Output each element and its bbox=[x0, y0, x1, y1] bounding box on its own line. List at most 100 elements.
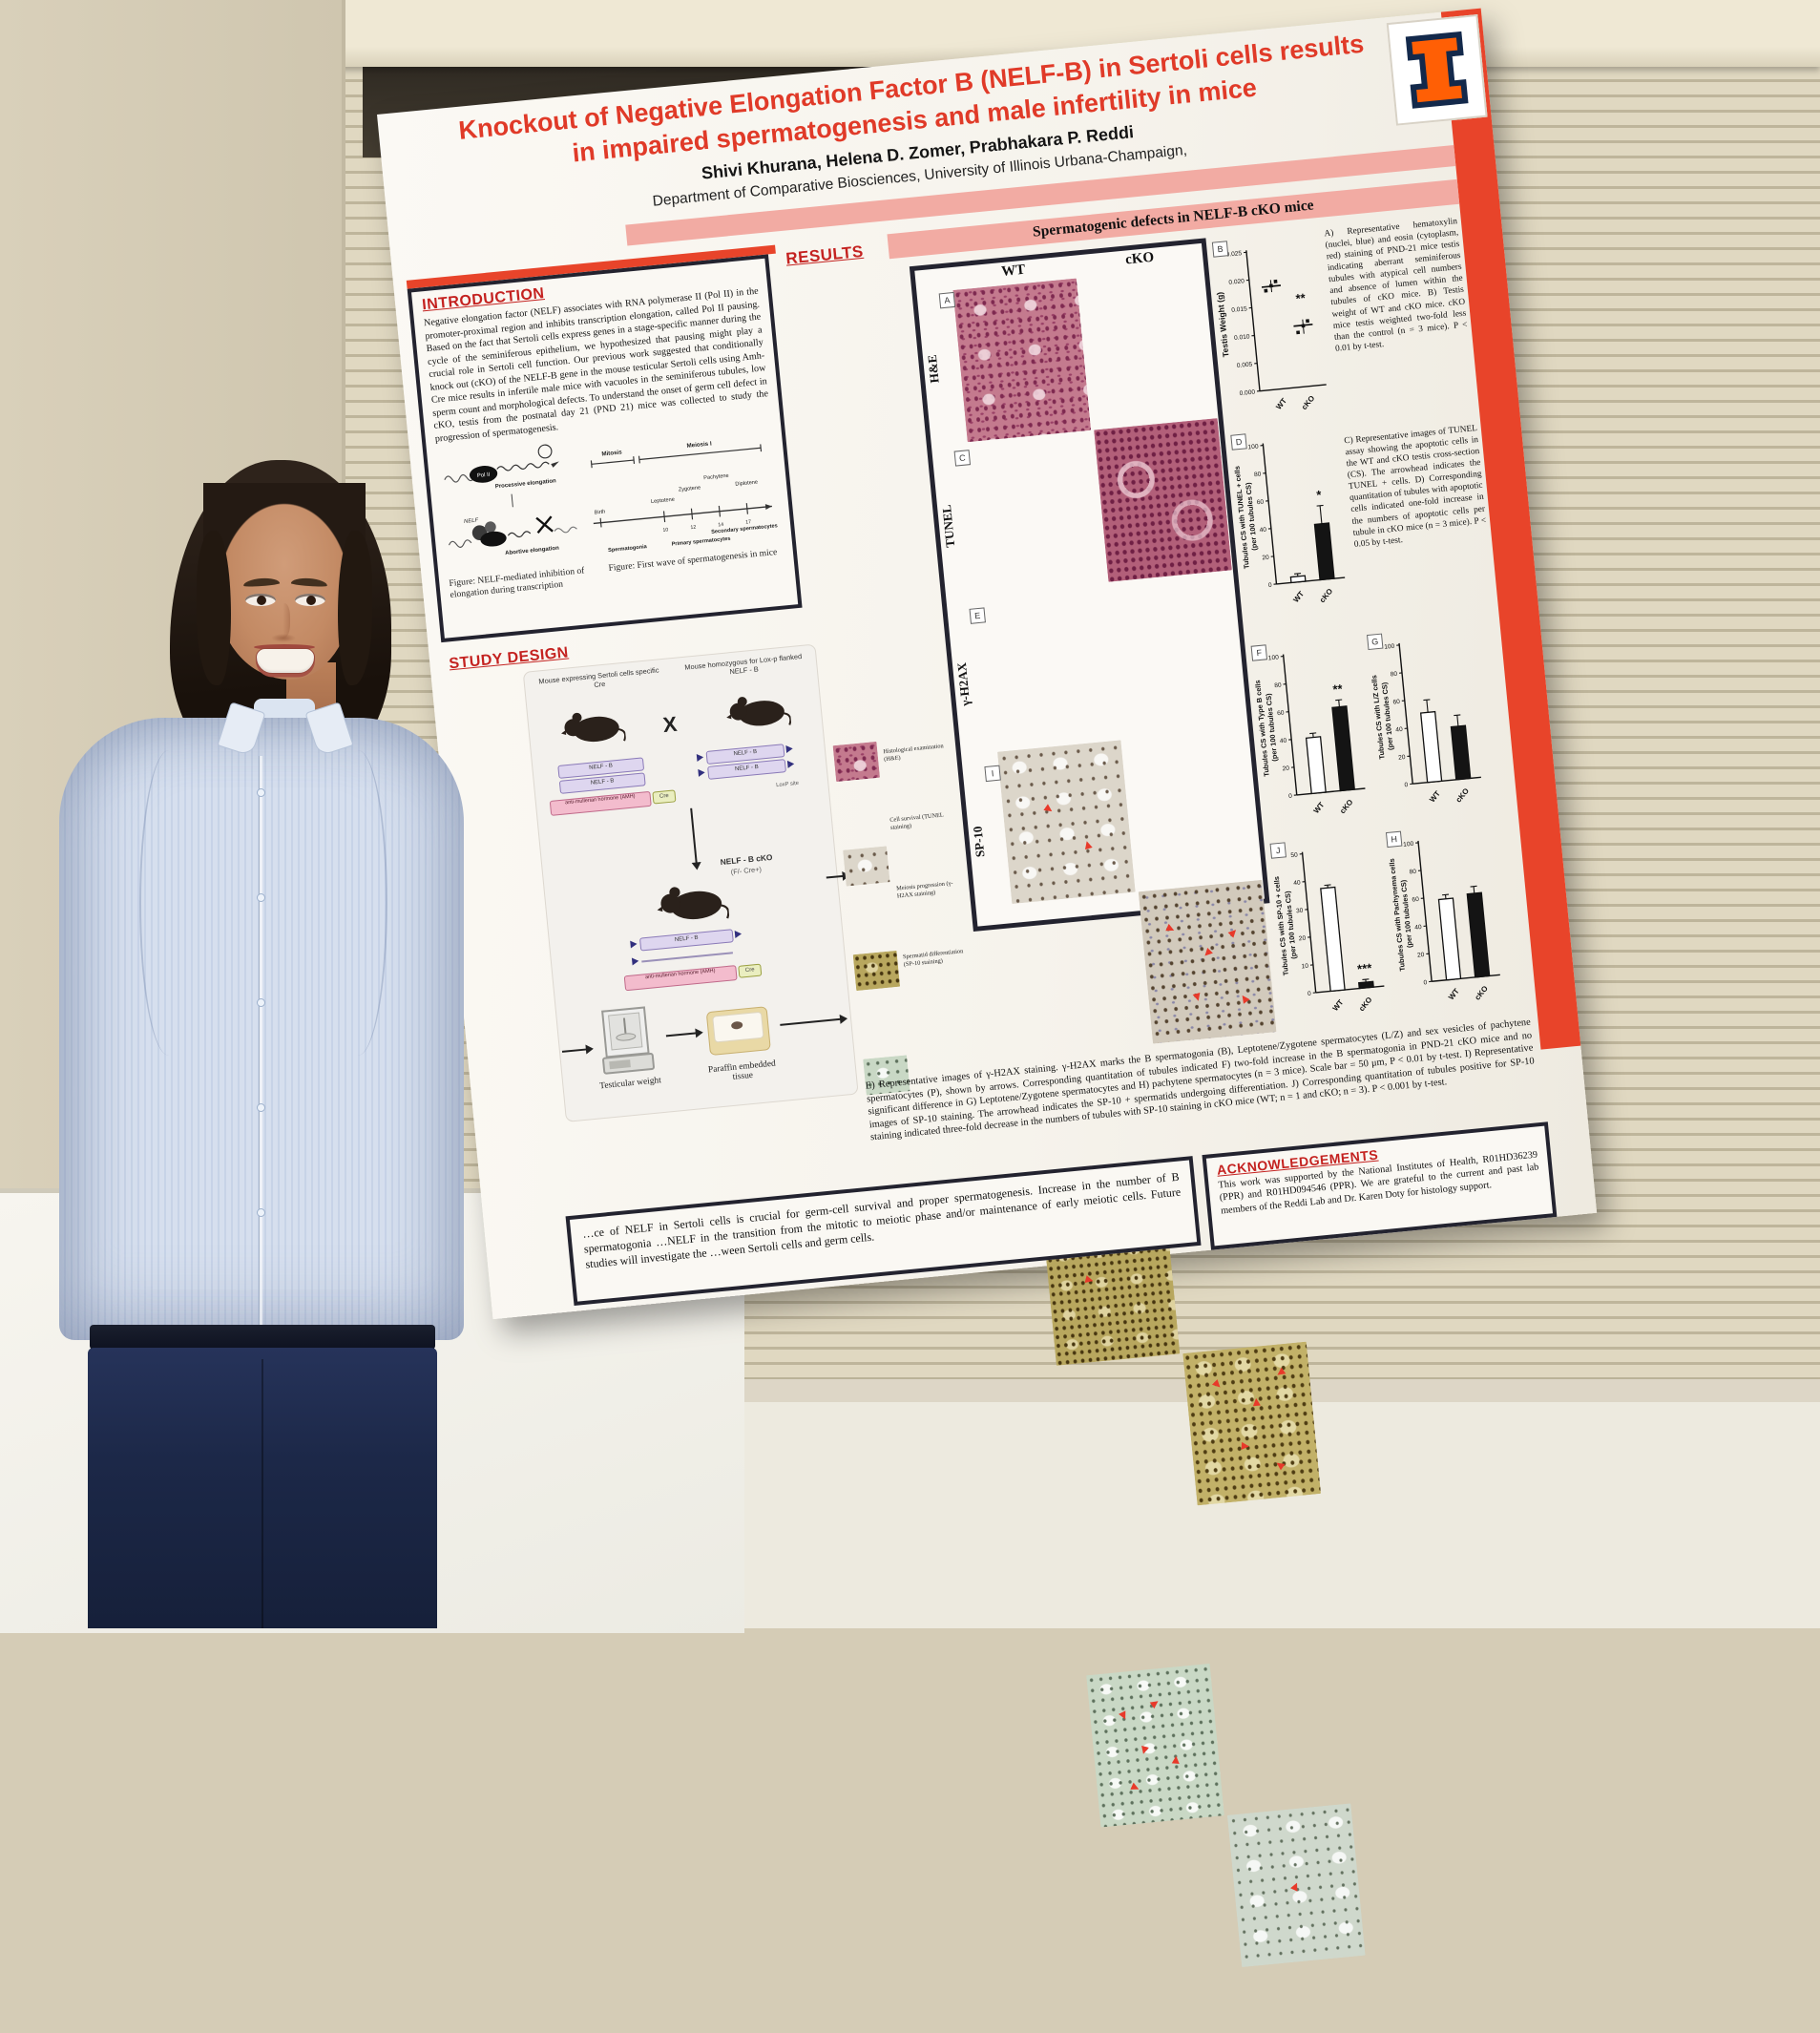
svg-text:cKO: cKO bbox=[1357, 996, 1373, 1013]
loxp-arrow-icon bbox=[698, 768, 705, 777]
panel-letter-f: F bbox=[1251, 644, 1267, 660]
arrowhead-marker bbox=[1242, 1442, 1250, 1451]
balance-scale-icon bbox=[596, 1004, 657, 1078]
svg-text:50: 50 bbox=[1290, 851, 1298, 859]
paraffin-label: Paraffin embedded tissue bbox=[700, 1058, 785, 1085]
mouse-left-label: Mouse expressing Sertoli cells specific … bbox=[532, 665, 666, 695]
svg-text:**: ** bbox=[1295, 290, 1307, 305]
loxp-arrow-icon bbox=[735, 930, 743, 938]
histology-he-cko bbox=[1094, 418, 1232, 582]
flow-arrow bbox=[780, 1018, 841, 1026]
flow-arrow bbox=[666, 1032, 697, 1037]
row-label-sp10: SP-10 bbox=[964, 765, 994, 919]
step-label-he: Histological examination (H&E) bbox=[883, 743, 951, 764]
person-hair-side bbox=[197, 531, 231, 685]
svg-text:cKO: cKO bbox=[1474, 984, 1490, 1001]
svg-text:20: 20 bbox=[1282, 765, 1289, 773]
panel-letter-d: D bbox=[1230, 433, 1246, 450]
gene-cre-chip: Cre bbox=[738, 964, 762, 978]
deleted-allele-line bbox=[641, 952, 733, 962]
gene-amh-bar: anti-mullerian hormone (AMH) bbox=[624, 965, 738, 991]
results-text-cd: C) Representative images of TUNEL assay … bbox=[1344, 423, 1488, 551]
gene-cre-chip: Cre bbox=[652, 789, 676, 804]
shirt-button bbox=[257, 788, 265, 797]
svg-text:20: 20 bbox=[1262, 555, 1269, 562]
person-placket bbox=[259, 756, 262, 1329]
step-label-h2ax: Meiosis progression (γ-H2AX staining) bbox=[896, 879, 964, 900]
step-image-h2ax bbox=[853, 951, 900, 991]
svg-text:60: 60 bbox=[1412, 896, 1419, 904]
loxp-arrow-icon bbox=[632, 957, 639, 966]
panel-letter-h: H bbox=[1386, 831, 1402, 848]
svg-text:80: 80 bbox=[1254, 472, 1262, 479]
svg-text:40: 40 bbox=[1395, 726, 1403, 734]
histology-grid: WT cKO H&E A TUNEL C γ-H2AX E bbox=[910, 238, 1270, 932]
results-text-ab: A) Representative hematoxylin (nuclei, b… bbox=[1324, 216, 1469, 355]
step-image-he bbox=[833, 742, 880, 782]
gene-amh-bar: anti-mullerian hormone (AMH) bbox=[550, 791, 652, 816]
svg-text:40: 40 bbox=[1414, 924, 1422, 932]
timeline-day-14: 14 bbox=[718, 522, 723, 529]
svg-text:80: 80 bbox=[1274, 682, 1282, 690]
svg-text:0.000: 0.000 bbox=[1239, 389, 1255, 398]
svg-text:0: 0 bbox=[1423, 979, 1428, 986]
gene-nelfb-bar: NELF - B bbox=[639, 929, 734, 951]
svg-text:60: 60 bbox=[1392, 699, 1400, 706]
svg-text:80: 80 bbox=[1390, 671, 1397, 679]
arrowhead-marker bbox=[1275, 1367, 1286, 1377]
shirt-button bbox=[257, 1103, 265, 1112]
svg-text:WT: WT bbox=[1331, 998, 1346, 1013]
step-label-sp10: Spermatid differentiation (SP-10 stainin… bbox=[903, 948, 971, 969]
svg-text:100: 100 bbox=[1403, 841, 1414, 849]
svg-text:60: 60 bbox=[1257, 499, 1265, 507]
svg-text:10: 10 bbox=[1301, 963, 1308, 971]
timeline-zygotene: Zygotene bbox=[678, 486, 701, 493]
shirt-seam bbox=[139, 750, 199, 1056]
svg-text:**: ** bbox=[1332, 681, 1344, 697]
loxp-arrow-icon bbox=[697, 753, 704, 762]
spermatogenesis-timeline: Mitosis Meiosis I Birth Leptotene Zygote… bbox=[577, 419, 783, 563]
arrowhead-marker bbox=[1240, 994, 1250, 1004]
histology-tunel-cko bbox=[1139, 880, 1277, 1044]
loxp-arrow-icon bbox=[787, 760, 795, 768]
svg-text:0.020: 0.020 bbox=[1228, 278, 1245, 286]
person-iris bbox=[257, 596, 266, 605]
arrowhead-marker bbox=[1150, 1698, 1161, 1708]
histology-sp10-wt bbox=[1086, 1664, 1224, 1828]
step-label-tunel: Cell survival (TUNEL staining) bbox=[889, 810, 957, 831]
timeline-pachytene: Pachytene bbox=[703, 473, 729, 482]
svg-text:WT: WT bbox=[1274, 396, 1288, 410]
svg-text:cKO: cKO bbox=[1338, 798, 1354, 815]
svg-text:100: 100 bbox=[1268, 654, 1280, 661]
histology-tunel-wt bbox=[997, 740, 1136, 904]
svg-text:WT: WT bbox=[1428, 789, 1442, 804]
svg-text:40: 40 bbox=[1259, 527, 1266, 534]
svg-text:100: 100 bbox=[1247, 443, 1259, 451]
svg-text:WT: WT bbox=[1447, 987, 1461, 1001]
panel-letter-i: I bbox=[984, 765, 1000, 782]
timeline-mitosis: Mitosis bbox=[601, 450, 622, 458]
loxp-arrow-icon bbox=[785, 744, 793, 753]
timeline-diplotene: Diplotene bbox=[735, 480, 758, 488]
arrowhead-marker bbox=[1171, 1755, 1180, 1764]
panel-letter-e: E bbox=[969, 607, 985, 623]
svg-text:WT: WT bbox=[1291, 590, 1306, 604]
arrowhead-marker bbox=[1274, 1459, 1285, 1470]
svg-text:0.005: 0.005 bbox=[1237, 361, 1253, 369]
panel-letter-c: C bbox=[954, 450, 971, 466]
svg-text:20: 20 bbox=[1398, 754, 1406, 762]
timeline-primary: Primary spermatocytes bbox=[671, 536, 730, 548]
arrowhead-marker bbox=[1192, 993, 1202, 1002]
arrowhead-marker bbox=[1140, 1746, 1149, 1755]
chart-sp10-cells: J Tubules CS with SP-10 + cells(per 100 … bbox=[1267, 831, 1391, 1028]
cko-mouse-icon bbox=[651, 870, 730, 929]
svg-text:0: 0 bbox=[1268, 582, 1273, 589]
timeline-birth: Birth bbox=[594, 510, 605, 516]
panel-letter-a: A bbox=[939, 292, 955, 308]
arrowhead-marker bbox=[1212, 1379, 1223, 1390]
timeline-spermatogonia: Spermatogonia bbox=[608, 544, 648, 554]
person-nose bbox=[277, 603, 290, 638]
svg-text:WT: WT bbox=[1312, 801, 1327, 815]
svg-text:20: 20 bbox=[1299, 935, 1307, 943]
arrowhead-marker bbox=[1085, 1276, 1095, 1286]
